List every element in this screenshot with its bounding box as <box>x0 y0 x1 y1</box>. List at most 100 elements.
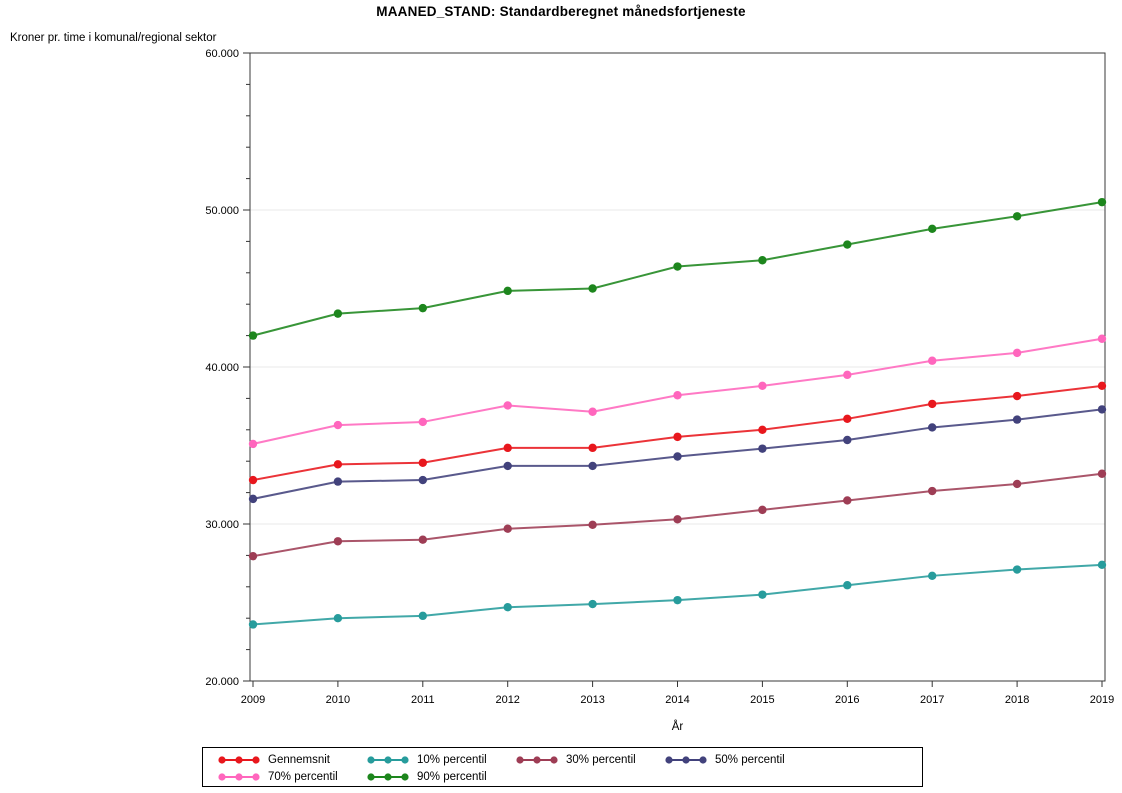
data-point <box>1012 348 1022 358</box>
data-point <box>503 603 512 612</box>
data-point <box>758 444 767 453</box>
y-tick-label: 20.000 <box>205 676 239 688</box>
data-point <box>588 284 597 293</box>
legend-item: 10% percentil <box>366 751 515 768</box>
data-point <box>248 551 258 561</box>
data-point <box>673 432 682 442</box>
line-plot: 20.000 30.000 40.000 50.000 60.000 2009 2010 20… <box>205 48 1114 733</box>
data-point <box>418 417 427 427</box>
x-tick-label: 2011 <box>411 694 435 706</box>
series-line-10-percentil <box>252 563 1103 626</box>
data-point <box>843 581 852 590</box>
data-point <box>673 262 682 271</box>
y-axis-caption: Kroner pr. time i komunal/regional sekto… <box>10 32 217 44</box>
data-point <box>588 599 597 609</box>
legend-marker-icon <box>516 755 558 764</box>
data-point <box>843 370 852 380</box>
data-point <box>928 571 937 581</box>
data-point <box>418 535 427 544</box>
data-point <box>928 224 937 234</box>
y-tick-label: 40.000 <box>205 362 239 374</box>
data-point <box>1097 197 1107 207</box>
data-point <box>503 443 512 453</box>
data-point <box>1012 212 1022 221</box>
data-point <box>928 423 937 432</box>
data-point <box>588 461 597 471</box>
data-point <box>333 614 343 623</box>
x-tick-label: 2010 <box>326 694 350 706</box>
data-point <box>248 331 258 340</box>
data-point <box>503 401 512 410</box>
legend-item: Gennemsnit <box>217 751 366 768</box>
legend-item: 30% percentil <box>515 751 664 768</box>
legend-label: Gennemsnit <box>268 753 331 766</box>
series-line-30-percentil <box>252 472 1103 558</box>
data-point <box>588 443 597 453</box>
x-axis-caption: År <box>672 720 684 733</box>
data-point <box>1097 334 1107 343</box>
data-point <box>1012 479 1022 489</box>
data-point <box>248 439 258 449</box>
chart-title: MAANED_STAND: Standardberegnet månedsfor… <box>376 4 746 19</box>
data-point <box>928 486 937 496</box>
data-point <box>673 452 682 461</box>
data-point <box>503 524 512 533</box>
legend-item: 50% percentil <box>664 751 813 768</box>
legend: Gennemsnit 10% percentil 30% percentil 50% … <box>202 747 923 787</box>
legend-label: 10% percentil <box>417 753 487 766</box>
data-point <box>928 356 937 365</box>
legend-label: 70% percentil <box>268 770 338 783</box>
legend-label: 90% percentil <box>417 770 487 783</box>
x-tick-label: 2014 <box>665 694 689 706</box>
data-point <box>1012 391 1022 401</box>
y-tick-label: 50.000 <box>205 205 239 217</box>
data-point <box>418 458 427 467</box>
data-point <box>1012 565 1022 574</box>
legend-marker-icon <box>367 755 409 764</box>
data-point <box>673 391 682 400</box>
data-point <box>758 590 767 599</box>
data-point <box>1097 405 1107 414</box>
legend-label: 50% percentil <box>715 753 785 766</box>
x-tick-label: 2013 <box>580 694 604 706</box>
y-tick-label: 30.000 <box>205 519 239 531</box>
data-point <box>588 520 597 529</box>
data-point <box>333 537 343 546</box>
data-point <box>758 256 767 265</box>
data-point <box>333 477 343 486</box>
x-tick-label: 2012 <box>495 694 519 706</box>
legend-marker-icon <box>218 772 260 781</box>
x-tick-label: 2019 <box>1090 694 1114 706</box>
data-point <box>418 303 427 313</box>
data-point <box>758 505 767 515</box>
data-point <box>333 420 343 430</box>
data-point <box>843 414 852 424</box>
data-point <box>843 240 852 249</box>
legend-marker-icon <box>367 772 409 781</box>
data-point <box>333 309 343 318</box>
data-point <box>843 435 852 445</box>
data-point <box>418 475 427 485</box>
data-point <box>673 515 682 524</box>
data-point <box>1097 469 1107 478</box>
data-point <box>333 460 343 469</box>
data-point <box>928 399 937 409</box>
data-point <box>758 425 767 434</box>
data-point <box>503 286 512 296</box>
legend-item: 90% percentil <box>366 768 515 785</box>
legend-label: 30% percentil <box>566 753 636 766</box>
legend-marker-icon <box>218 755 260 764</box>
legend-marker-icon <box>665 755 707 764</box>
data-point <box>1012 415 1022 424</box>
data-point <box>1097 381 1107 391</box>
x-tick-label: 2016 <box>835 694 859 706</box>
data-point <box>1097 560 1107 570</box>
x-tick-label: 2017 <box>920 694 944 706</box>
legend-item: 70% percentil <box>217 768 366 785</box>
data-point <box>248 475 258 485</box>
data-point <box>503 461 512 471</box>
data-point <box>418 611 427 621</box>
x-tick-label: 2009 <box>241 694 265 706</box>
x-tick-label: 2018 <box>1005 694 1029 706</box>
